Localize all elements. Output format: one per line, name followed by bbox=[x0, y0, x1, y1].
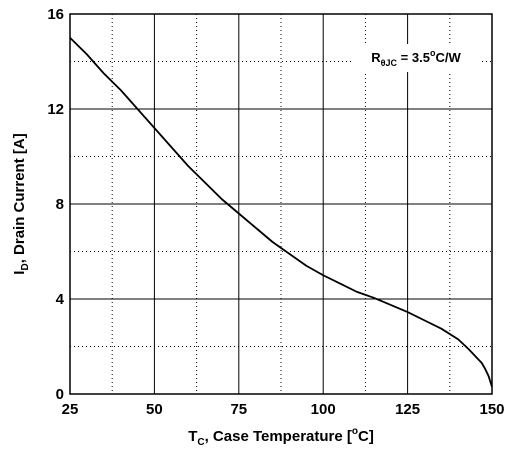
y-tick-label: 0 bbox=[56, 386, 64, 403]
x-tick-label: 75 bbox=[230, 401, 247, 418]
annotation-value: = 3.5 bbox=[397, 50, 430, 65]
x-tick-label: 100 bbox=[311, 401, 336, 418]
x-tick-label: 125 bbox=[395, 401, 420, 418]
x-axis-title-sub: C bbox=[197, 437, 204, 448]
x-axis-title: TC, Case Temperature [oC] bbox=[188, 426, 374, 448]
x-axis-title-end: C] bbox=[358, 428, 374, 445]
y-tick-label: 4 bbox=[56, 291, 65, 308]
y-axis-title-sub: D bbox=[20, 263, 31, 270]
y-tick-label: 16 bbox=[47, 6, 64, 23]
annotation-sub: θJC bbox=[381, 58, 398, 68]
y-tick-label: 12 bbox=[47, 101, 64, 118]
y-tick-label: 8 bbox=[56, 196, 64, 213]
x-tick-label: 25 bbox=[62, 401, 79, 418]
annotation-unit: C/W bbox=[435, 50, 461, 65]
x-axis-title-text: , Case Temperature [ bbox=[205, 428, 352, 445]
thermal-resistance-annotation: RθJC = 3.5oC/W bbox=[352, 44, 480, 72]
x-axis-title-main: T bbox=[188, 428, 197, 445]
y-axis-title-text: , Drain Current [A] bbox=[11, 133, 28, 263]
x-tick-label: 50 bbox=[146, 401, 163, 418]
x-tick-label: 150 bbox=[479, 401, 504, 418]
